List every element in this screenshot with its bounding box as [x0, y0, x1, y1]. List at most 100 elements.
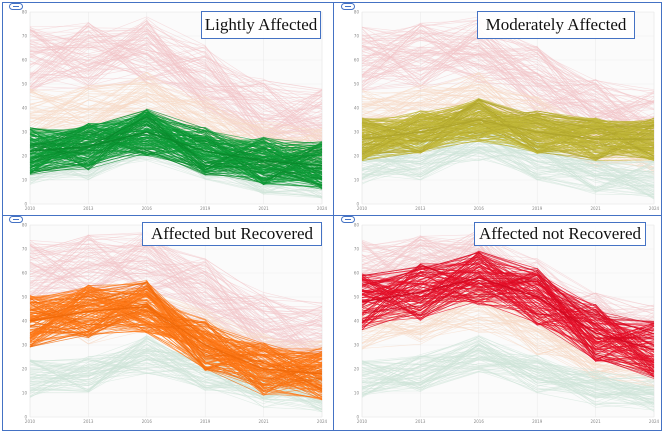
background-series-line: [361, 355, 655, 392]
panel-title: Affected not Recovered: [474, 222, 646, 246]
highlight-series-line: [29, 109, 323, 172]
resize-handle-top-left[interactable]: [9, 3, 23, 10]
background-series-line: [361, 138, 655, 189]
y-tick-label: 10: [354, 391, 360, 396]
background-series-line: [361, 354, 655, 405]
background-series-line: [29, 100, 323, 160]
x-tick-label: 2021: [591, 419, 602, 424]
background-series-line: [29, 260, 323, 340]
chart-panel-affected-not-recovered: 0 10 20 30 40 50 60 70 80 2010 2013 2016 2019 2021 202…: [338, 219, 660, 427]
background-series-line: [361, 356, 655, 408]
highlight-series-line: [29, 111, 323, 178]
background-series-line: [29, 38, 323, 136]
highlight-series-line: [361, 98, 655, 157]
highlight-series-line: [361, 100, 655, 156]
background-series-line: [361, 356, 655, 399]
highlight-series-line: [361, 265, 655, 338]
background-series-line: [29, 235, 323, 343]
highlight-series-line: [29, 295, 323, 392]
x-tick-label: 2010: [357, 206, 368, 211]
x-tick-label: 2024: [317, 206, 328, 211]
background-series-line: [361, 298, 655, 346]
background-series-line: [29, 240, 323, 322]
highlight-series-line: [29, 291, 323, 392]
background-series-line: [29, 37, 323, 141]
background-series-line: [361, 294, 655, 373]
highlight-series-line: [361, 111, 655, 135]
highlight-series-line: [361, 283, 655, 362]
y-tick-label: 60: [22, 58, 28, 63]
background-series-line: [361, 360, 655, 394]
background-series-line: [29, 91, 323, 143]
highlight-series-line: [29, 124, 323, 183]
highlight-series-line: [361, 98, 655, 142]
highlight-series-line: [29, 302, 323, 392]
background-series-line: [361, 367, 655, 393]
background-series-line: [29, 248, 323, 340]
highlight-series-line: [29, 115, 323, 181]
background-series-line: [29, 84, 323, 165]
highlight-series-line: [361, 255, 655, 369]
highlight-series-line: [361, 272, 655, 346]
resize-handle-bottom-left[interactable]: [9, 216, 23, 223]
x-tick-label: 2019: [200, 419, 211, 424]
highlight-series-line: [29, 129, 323, 182]
background-series-line: [29, 23, 323, 94]
y-tick-label: 60: [354, 271, 360, 276]
background-series-line: [361, 349, 655, 396]
y-tick-label: 10: [22, 391, 28, 396]
highlight-series-line: [29, 304, 323, 400]
x-tick-label: 2016: [474, 206, 485, 211]
background-series-line: [29, 263, 323, 320]
highlight-series-line: [361, 261, 655, 366]
highlight-series-line: [361, 284, 655, 374]
panel-title: Affected but Recovered: [142, 222, 322, 246]
background-series-line: [29, 94, 323, 136]
background-series-line: [29, 19, 323, 108]
y-tick-label: 30: [22, 130, 28, 135]
x-tick-label: 2010: [25, 419, 36, 424]
background-series-line: [29, 29, 323, 142]
background-series-line: [361, 24, 655, 125]
resize-handle-bottom-right[interactable]: [341, 216, 355, 223]
background-series-line: [361, 60, 655, 95]
highlight-series-line: [361, 255, 655, 337]
highlight-series-line: [361, 121, 655, 159]
background-series-line: [29, 30, 323, 124]
background-series-line: [29, 263, 323, 334]
y-tick-label: 30: [22, 343, 28, 348]
x-tick-label: 2021: [591, 206, 602, 211]
highlight-series-line: [361, 131, 655, 142]
y-tick-label: 20: [22, 367, 28, 372]
background-series-line: [29, 81, 323, 157]
x-tick-label: 2019: [200, 206, 211, 211]
resize-handle-top-right[interactable]: [341, 3, 355, 10]
highlight-series-line: [29, 119, 323, 179]
highlight-series-line: [361, 265, 655, 326]
background-series-line: [361, 30, 655, 118]
y-tick-label: 0: [356, 415, 359, 420]
background-series-line: [29, 29, 323, 112]
highlight-series-line: [361, 277, 655, 338]
y-tick-label: 70: [22, 247, 28, 252]
background-series-line: [361, 343, 655, 411]
highlight-series-line: [361, 267, 655, 372]
background-series-line: [29, 55, 323, 110]
background-series-line: [361, 46, 655, 143]
panel-title: Lightly Affected: [201, 11, 321, 39]
highlight-series-line: [361, 291, 655, 339]
background-series-line: [29, 351, 323, 408]
background-series-line: [29, 17, 323, 142]
background-series-line: [29, 260, 323, 307]
background-series-line: [361, 51, 655, 91]
background-series-line: [29, 95, 323, 133]
background-series-line: [361, 20, 655, 110]
background-series-line: [361, 140, 655, 186]
x-tick-label: 2016: [142, 206, 153, 211]
background-series-line: [29, 76, 323, 131]
highlight-series-line: [29, 288, 323, 379]
mean-series-line: [29, 305, 323, 375]
background-series-line: [29, 242, 323, 355]
highlight-series-line: [361, 126, 655, 152]
y-tick-label: 20: [354, 154, 360, 159]
